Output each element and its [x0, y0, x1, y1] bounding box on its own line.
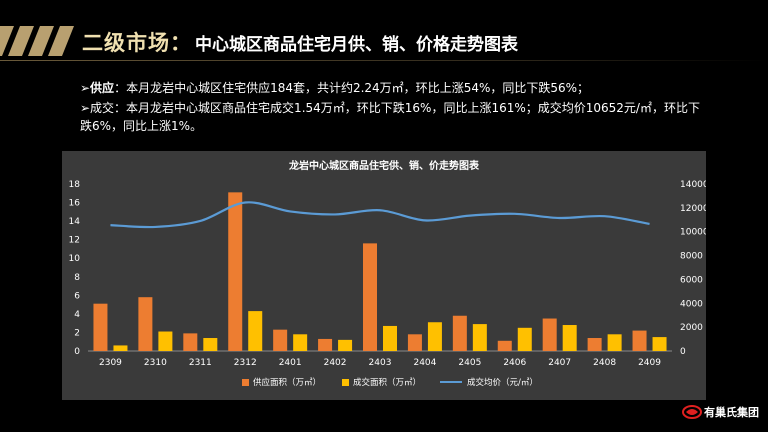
deal-bar — [113, 345, 128, 351]
legend-price-label: 成交均价（元/㎡） — [467, 377, 538, 388]
y-right-tick-label: 14000 — [680, 180, 706, 190]
supply-bar — [497, 340, 512, 351]
header-stripes-decoration — [0, 26, 74, 56]
y-left-tick-label: 0 — [74, 347, 80, 357]
y-left-tick-label: 18 — [69, 180, 81, 190]
x-tick-label: 2405 — [458, 358, 481, 368]
supply-bar — [273, 329, 288, 351]
supply-bullet: ➢供应：本月龙岩中心城区住宅供应184套，共计约2.24万㎡，环比上涨54%，同… — [80, 79, 700, 97]
company-logo: 有巢氏集团 — [682, 404, 759, 420]
supply-bullet-text: ：本月龙岩中心城区住宅供应184套，共计约2.24万㎡，环比上涨54%，同比下跌… — [114, 81, 590, 95]
supply-bar — [632, 330, 647, 351]
supply-bullet-label: ➢供应 — [80, 81, 115, 95]
supply-bar — [93, 303, 108, 351]
x-tick-label: 2404 — [413, 358, 436, 368]
y-left-tick-label: 10 — [69, 254, 81, 264]
supply-bar — [452, 315, 467, 351]
x-tick-label: 2309 — [99, 358, 122, 368]
supply-bar — [587, 338, 602, 351]
legend-supply-label: 供应面积（万㎡） — [253, 377, 321, 388]
supply-bar — [228, 192, 243, 351]
x-tick-label: 2401 — [279, 358, 302, 368]
legend-supply-swatch — [242, 379, 249, 386]
chart-title: 龙岩中心城区商品住宅供、销、价走势图表 — [288, 159, 480, 172]
deal-bar — [158, 331, 173, 351]
deal-bar — [562, 325, 577, 351]
supply-bar — [138, 297, 153, 351]
page-title-main: 二级市场 — [82, 31, 170, 55]
x-tick-label: 2403 — [369, 358, 392, 368]
supply-bar — [407, 334, 422, 351]
deal-bullet: ➢成交：本月龙岩中心城区商品住宅成交1.54万㎡，环比下跌16%，同比上涨161… — [80, 99, 700, 135]
supply-bar — [363, 243, 377, 351]
deal-bar — [427, 322, 442, 351]
x-tick-label: 2310 — [144, 358, 167, 368]
y-right-tick-label: 4000 — [680, 299, 703, 309]
summary-bullets: ➢供应：本月龙岩中心城区住宅供应184套，共计约2.24万㎡，环比上涨54%，同… — [80, 79, 700, 137]
x-tick-label: 2312 — [234, 358, 257, 368]
x-tick-label: 2406 — [503, 358, 526, 368]
title-divider — [0, 60, 768, 61]
y-left-tick-label: 16 — [69, 199, 81, 209]
supply-deal-price-chart: 龙岩中心城区商品住宅供、销、价走势图表 0 2 4 6 8 10 12 14 16 18 0 2000 4… — [69, 159, 706, 388]
deal-bar — [338, 339, 353, 351]
supply-bar — [542, 318, 557, 351]
supply-bar — [183, 333, 198, 351]
page-title-separator: ： — [170, 31, 191, 55]
deal-bar — [472, 324, 487, 351]
legend-deal-swatch — [342, 379, 349, 386]
price-line — [110, 201, 650, 229]
y-right-tick-label: 0 — [680, 347, 686, 357]
deal-bar — [293, 334, 308, 351]
deal-bar — [607, 334, 622, 351]
x-tick-label: 2402 — [324, 358, 347, 368]
deal-bullet-text: ➢成交：本月龙岩中心城区商品住宅成交1.54万㎡，环比下跌16%，同比上涨161… — [80, 101, 700, 133]
deal-bar — [652, 337, 667, 351]
x-tick-label: 2407 — [548, 358, 571, 368]
legend-deal-label: 成交面积（万㎡） — [353, 377, 421, 388]
x-tick-label: 2409 — [638, 358, 661, 368]
page-title: 二级市场 ： 中心城区商品住宅月供、销、价格走势图表 — [82, 26, 518, 58]
y-left-tick-label: 4 — [74, 310, 80, 320]
company-logo-icon — [682, 405, 702, 419]
x-tick-label: 2311 — [189, 358, 212, 368]
supply-bar — [318, 338, 333, 351]
y-left-tick-label: 8 — [74, 273, 80, 283]
y-left-tick-label: 2 — [74, 328, 80, 338]
y-right-tick-label: 12000 — [680, 204, 706, 214]
y-right-tick-label: 8000 — [680, 252, 703, 262]
deal-bar — [203, 338, 218, 351]
deal-bar — [383, 325, 397, 351]
y-left-tick-label: 6 — [74, 291, 80, 301]
y-left-tick-label: 14 — [69, 217, 81, 227]
y-right-tick-label: 10000 — [680, 228, 706, 238]
page-title-subtitle: 中心城区商品住宅月供、销、价格走势图表 — [195, 34, 518, 55]
y-right-tick-label: 2000 — [680, 323, 703, 333]
chart-panel: 龙岩中心城区商品住宅供、销、价走势图表 0 2 4 6 8 10 12 14 16 18 0 2000 4… — [62, 151, 706, 400]
deal-bar — [248, 311, 263, 351]
x-tick-label: 2408 — [593, 358, 616, 368]
y-left-tick-label: 12 — [69, 236, 80, 246]
company-logo-text: 有巢氏集团 — [704, 406, 759, 419]
deal-bar — [517, 327, 532, 351]
y-right-tick-label: 6000 — [680, 275, 703, 285]
